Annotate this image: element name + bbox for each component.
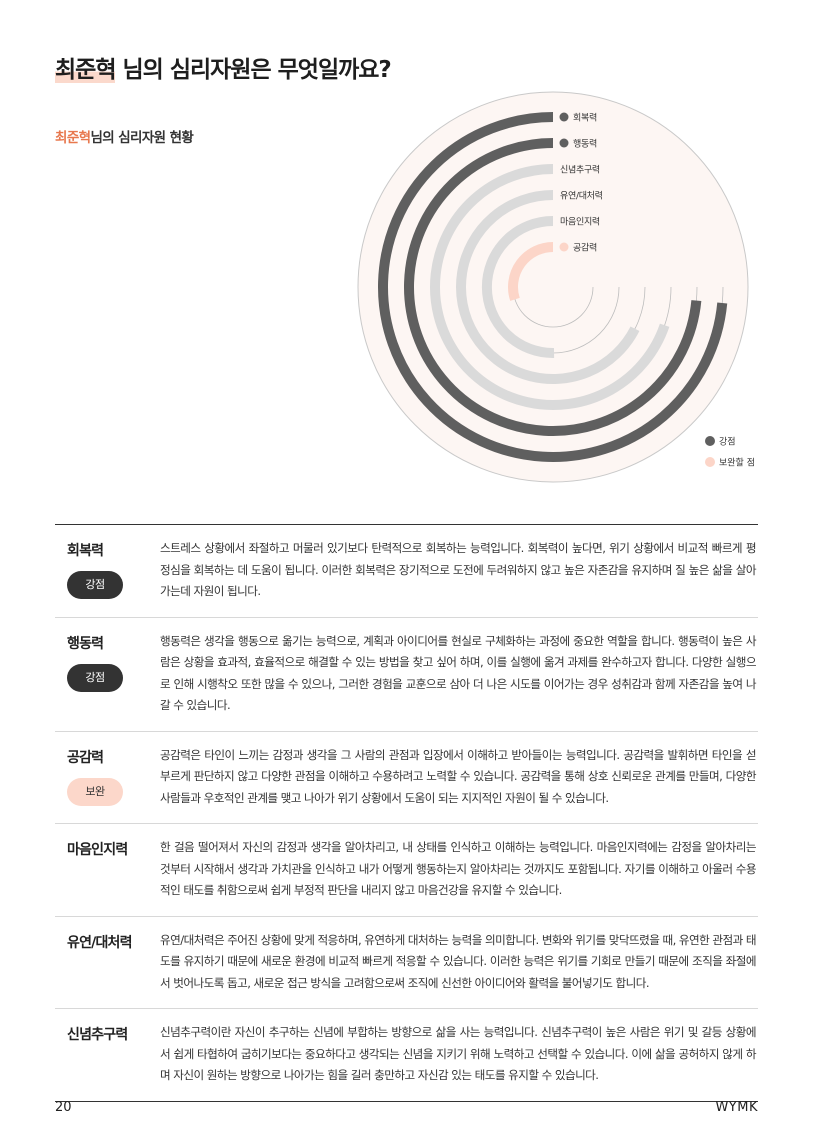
row-title: 회복력 [67, 543, 104, 559]
resource-row: 유연/대처력 유연/대처력은 주어진 상황에 맞게 적응하며, 유연하게 대처하는… [55, 915, 758, 1009]
row-description: 신념추구력이란 자신이 추구하는 신념에 부합하는 방향으로 삶을 사는 능력입… [160, 1025, 757, 1082]
resource-row: 공감력 보완 공감력은 타인이 느끼는 감정과 생각을 그 사람의 관점과 입장에서… [55, 730, 758, 824]
weakness-badge: 보완 [67, 777, 123, 806]
resource-row: 회복력 강점 스트레스 상황에서 좌절하고 머물러 있기보다 탄력적으로 회복하는 … [55, 525, 758, 617]
series-label: 행동력 [573, 138, 597, 150]
row-title: 신념추구력 [67, 1027, 128, 1043]
series-label: 마음인지력 [560, 216, 600, 228]
row-description: 스트레스 상황에서 좌절하고 머물러 있기보다 탄력적으로 회복하는 능력입니다… [160, 541, 757, 598]
row-description: 한 걸음 떨어져서 자신의 감정과 생각을 알아차리고, 내 상태를 인식하고 … [160, 840, 757, 897]
strength-badge: 강점 [67, 571, 123, 599]
row-header: 마음인지력 [55, 837, 160, 902]
strength-badge: 강점 [67, 663, 123, 692]
series-label: 회복력 [573, 112, 597, 124]
subtitle-user-name: 최준혁 [55, 130, 91, 146]
page-title: 최준혁 님의 심리자원은 무엇일까요? [55, 50, 392, 84]
bar-arc-2 [430, 164, 670, 410]
row-description: 유연/대처력은 주어진 상황에 맞게 적응하며, 유연하게 대처하는 능력을 의… [160, 932, 757, 990]
series-label: 유연/대처력 [560, 190, 603, 202]
row-title: 마음인지력 [67, 842, 128, 858]
row-header: 신념추구력 [55, 1022, 160, 1087]
chart-subtitle: 최준혁님의 심리자원 현황 [55, 126, 194, 146]
resource-row: 마음인지력 한 걸음 떨어져서 자신의 감정과 생각을 알아차리고, 내 상태를 … [55, 823, 758, 916]
row-title: 공감력 [67, 749, 104, 766]
row-description: 공감력은 타인이 느끼는 감정과 생각을 그 사람의 관점과 입장에서 이해하고… [160, 747, 757, 805]
legend-dot [705, 436, 715, 446]
resource-row: 행동력 강점 행동력은 생각을 행동으로 옮기는 능력으로, 계획과 아이디어를 현… [55, 616, 758, 731]
legend-dot [705, 457, 715, 467]
chart-background [357, 91, 749, 483]
legend-label: 강점 [719, 436, 736, 448]
row-title: 행동력 [67, 635, 104, 652]
row-description: 행동력은 생각을 행동으로 옮기는 능력으로, 계획과 아이디어를 현실로 구체… [160, 633, 757, 713]
row-header: 유연/대처력 [55, 930, 160, 995]
series-label: 신념추구력 [560, 164, 600, 176]
bar-arc-5 [508, 242, 554, 301]
footer-brand: WYMK [715, 1100, 758, 1115]
series-dot [559, 112, 569, 122]
subtitle-text: 님의 심리자원 현황 [90, 130, 194, 146]
bar-arc-0 [378, 112, 728, 462]
bar-arc-4 [481, 216, 555, 358]
bar-arc-1 [404, 138, 702, 436]
resource-table: 회복력 강점 스트레스 상황에서 좌절하고 머물러 있기보다 탄력적으로 회복하는 … [55, 524, 758, 1102]
series-dot [559, 138, 569, 148]
bar-arc-3 [456, 190, 640, 384]
page-number: 20 [55, 1100, 72, 1115]
title-text: 님의 심리자원은 무엇일까요? [115, 57, 391, 83]
resource-row: 신념추구력 신념추구력이란 자신이 추구하는 신념에 부합하는 방향으로 삶을 사… [55, 1008, 758, 1101]
legend-label: 보완할 점 [719, 457, 755, 469]
user-name-highlight: 최준혁 [55, 57, 116, 83]
series-dot [559, 242, 569, 252]
row-title: 유연/대처력 [67, 934, 133, 951]
series-label: 공감력 [573, 242, 597, 254]
